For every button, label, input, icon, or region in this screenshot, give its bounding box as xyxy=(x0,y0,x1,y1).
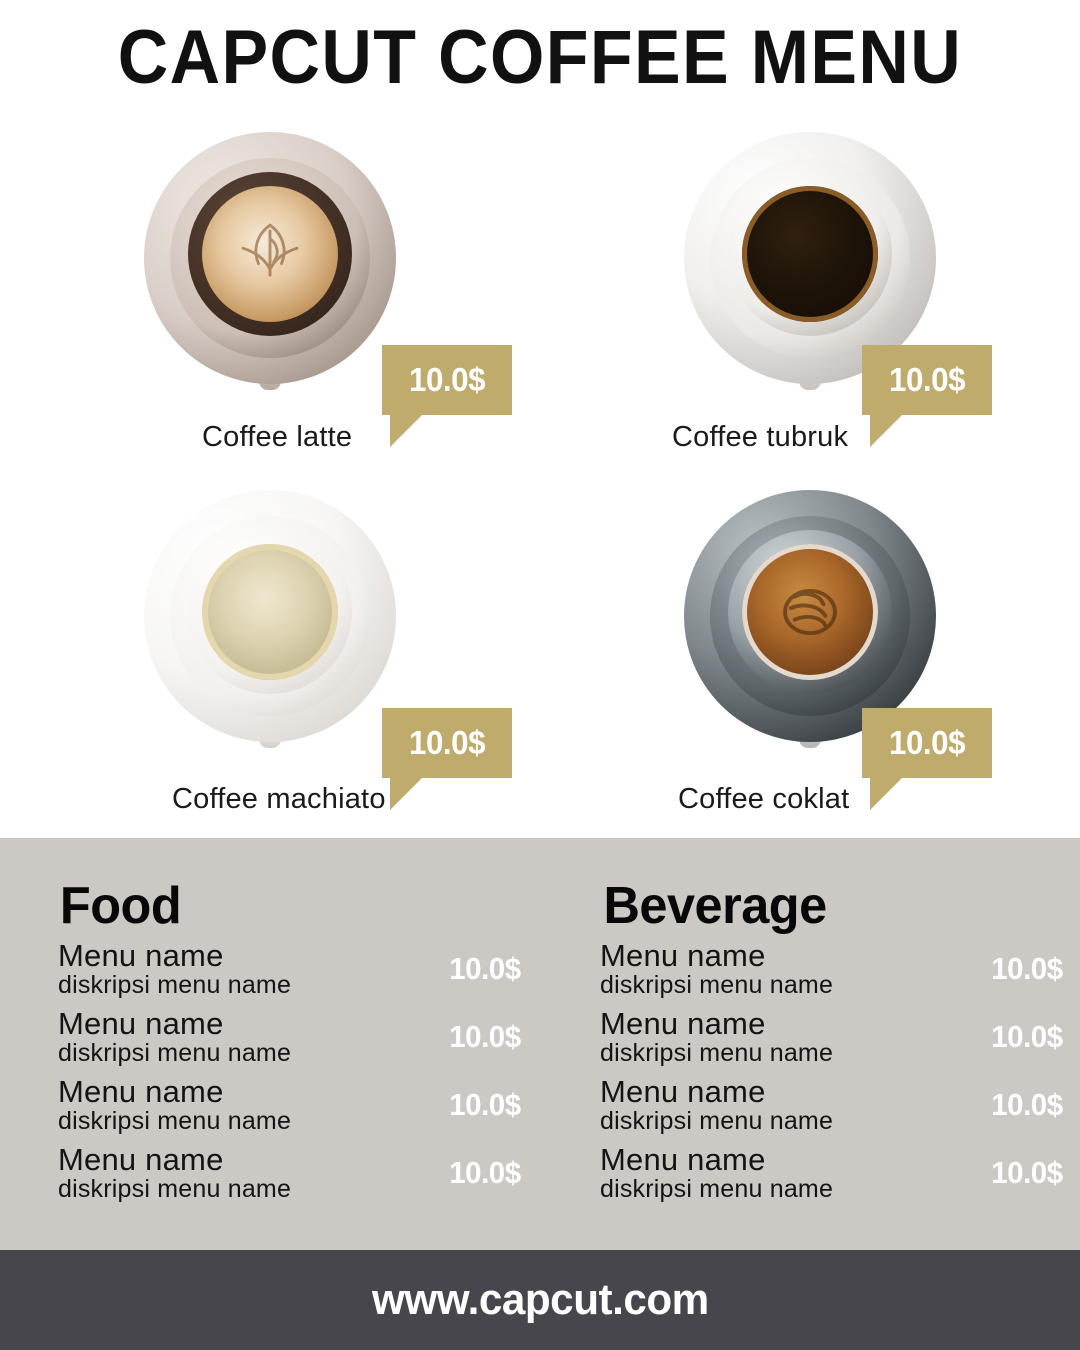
menu-item-price: 10.0$ xyxy=(449,951,521,986)
menu-item-description: diskripsi menu name xyxy=(600,971,834,999)
menu-item-description: diskripsi menu name xyxy=(58,1175,292,1203)
price-tag: 10.0$ xyxy=(382,708,512,810)
menu-row[interactable]: Menu name diskripsi menu name 10.0$ xyxy=(58,1008,538,1066)
menu-item-name: Menu name xyxy=(58,1142,224,1177)
menu-row-texts: Menu name diskripsi menu name xyxy=(58,1076,291,1134)
menu-item-price: 10.0$ xyxy=(991,1087,1063,1122)
menu-item-description: diskripsi menu name xyxy=(600,1175,834,1203)
menu-item-price: 10.0$ xyxy=(449,1019,521,1054)
menu-row-texts: Menu name diskripsi menu name xyxy=(600,940,833,998)
menu-item-name: Menu name xyxy=(600,1142,766,1177)
coffee-surface xyxy=(742,544,878,680)
coffee-item-card[interactable] xyxy=(540,478,1080,838)
coffee-item-card[interactable] xyxy=(0,478,540,838)
price-value: 10.0$ xyxy=(888,724,966,761)
menu-row-texts: Menu name diskripsi menu name xyxy=(600,1076,833,1134)
price-tag: 10.0$ xyxy=(862,708,992,810)
coffee-surface xyxy=(742,186,878,322)
menu-row[interactable]: Menu name diskripsi menu name 10.0$ xyxy=(600,1144,1080,1202)
price-tag: 10.0$ xyxy=(382,345,512,447)
coffee-cup-top-view-icon xyxy=(684,132,936,390)
menu-row-texts: Menu name diskripsi menu name xyxy=(600,1144,833,1202)
menu-item-name: Menu name xyxy=(58,938,224,973)
coffee-item-card[interactable] xyxy=(0,120,540,480)
menu-list-panel: Food Menu name diskripsi menu name 10.0$… xyxy=(0,838,1080,1250)
latte-art-icon xyxy=(241,223,299,277)
coffee-surface xyxy=(202,186,338,322)
page-footer: www.capcut.com xyxy=(0,1250,1080,1350)
page-header: CAPCUT COFFEE MENU xyxy=(0,0,1080,115)
menu-item-name: Menu name xyxy=(600,1074,766,1109)
menu-item-price: 10.0$ xyxy=(991,1155,1063,1190)
price-tag: 10.0$ xyxy=(862,345,992,447)
menu-row[interactable]: Menu name diskripsi menu name 10.0$ xyxy=(600,1076,1080,1134)
section-title: Food xyxy=(59,877,182,935)
section-title: Beverage xyxy=(603,877,827,935)
coffee-item-label: Coffee machiato xyxy=(172,783,386,815)
coffee-items-grid xyxy=(0,120,1080,838)
menu-row[interactable]: Menu name diskripsi menu name 10.0$ xyxy=(58,1076,538,1134)
price-value: 10.0$ xyxy=(408,724,486,761)
coffee-item-card[interactable] xyxy=(540,120,1080,480)
coffee-cup-top-view-icon xyxy=(684,490,936,748)
menu-row-texts: Menu name diskripsi menu name xyxy=(58,1144,291,1202)
menu-item-price: 10.0$ xyxy=(449,1155,521,1190)
menu-item-description: diskripsi menu name xyxy=(58,971,292,999)
coffee-cup-top-view-icon xyxy=(144,490,396,748)
menu-row-texts: Menu name diskripsi menu name xyxy=(58,940,291,998)
menu-item-name: Menu name xyxy=(58,1074,224,1109)
menu-row[interactable]: Menu name diskripsi menu name 10.0$ xyxy=(600,1008,1080,1066)
menu-item-name: Menu name xyxy=(600,938,766,973)
menu-item-price: 10.0$ xyxy=(449,1087,521,1122)
coffee-item-label: Coffee tubruk xyxy=(672,421,849,453)
coffee-cup-top-view-icon xyxy=(144,132,396,390)
menu-item-price: 10.0$ xyxy=(991,951,1063,986)
page-title: CAPCUT COFFEE MENU xyxy=(117,15,963,100)
menu-item-description: diskripsi menu name xyxy=(58,1039,292,1067)
menu-item-description: diskripsi menu name xyxy=(58,1107,292,1135)
menu-item-name: Menu name xyxy=(600,1006,766,1041)
menu-row[interactable]: Menu name diskripsi menu name 10.0$ xyxy=(58,940,538,998)
menu-section-food: Food Menu name diskripsi menu name 10.0$… xyxy=(58,838,558,1250)
menu-row-texts: Menu name diskripsi menu name xyxy=(58,1008,291,1066)
menu-item-description: diskripsi menu name xyxy=(600,1039,834,1067)
menu-row-texts: Menu name diskripsi menu name xyxy=(600,1008,833,1066)
menu-section-beverage: Beverage Menu name diskripsi menu name 1… xyxy=(600,838,1080,1250)
coffee-item-label: Coffee coklat xyxy=(678,783,850,815)
coffee-item-label: Coffee latte xyxy=(202,421,353,453)
menu-item-name: Menu name xyxy=(58,1006,224,1041)
price-value: 10.0$ xyxy=(408,361,486,398)
price-value: 10.0$ xyxy=(888,361,966,398)
menu-item-list: Menu name diskripsi menu name 10.0$ Menu… xyxy=(58,940,538,1202)
menu-row[interactable]: Menu name diskripsi menu name 10.0$ xyxy=(58,1144,538,1202)
menu-item-list: Menu name diskripsi menu name 10.0$ Menu… xyxy=(600,940,1080,1202)
menu-row[interactable]: Menu name diskripsi menu name 10.0$ xyxy=(600,940,1080,998)
website-url[interactable]: www.capcut.com xyxy=(371,1275,709,1324)
menu-item-description: diskripsi menu name xyxy=(600,1107,834,1135)
menu-item-price: 10.0$ xyxy=(991,1019,1063,1054)
latte-art-icon xyxy=(783,588,837,636)
coffee-surface xyxy=(202,544,338,680)
